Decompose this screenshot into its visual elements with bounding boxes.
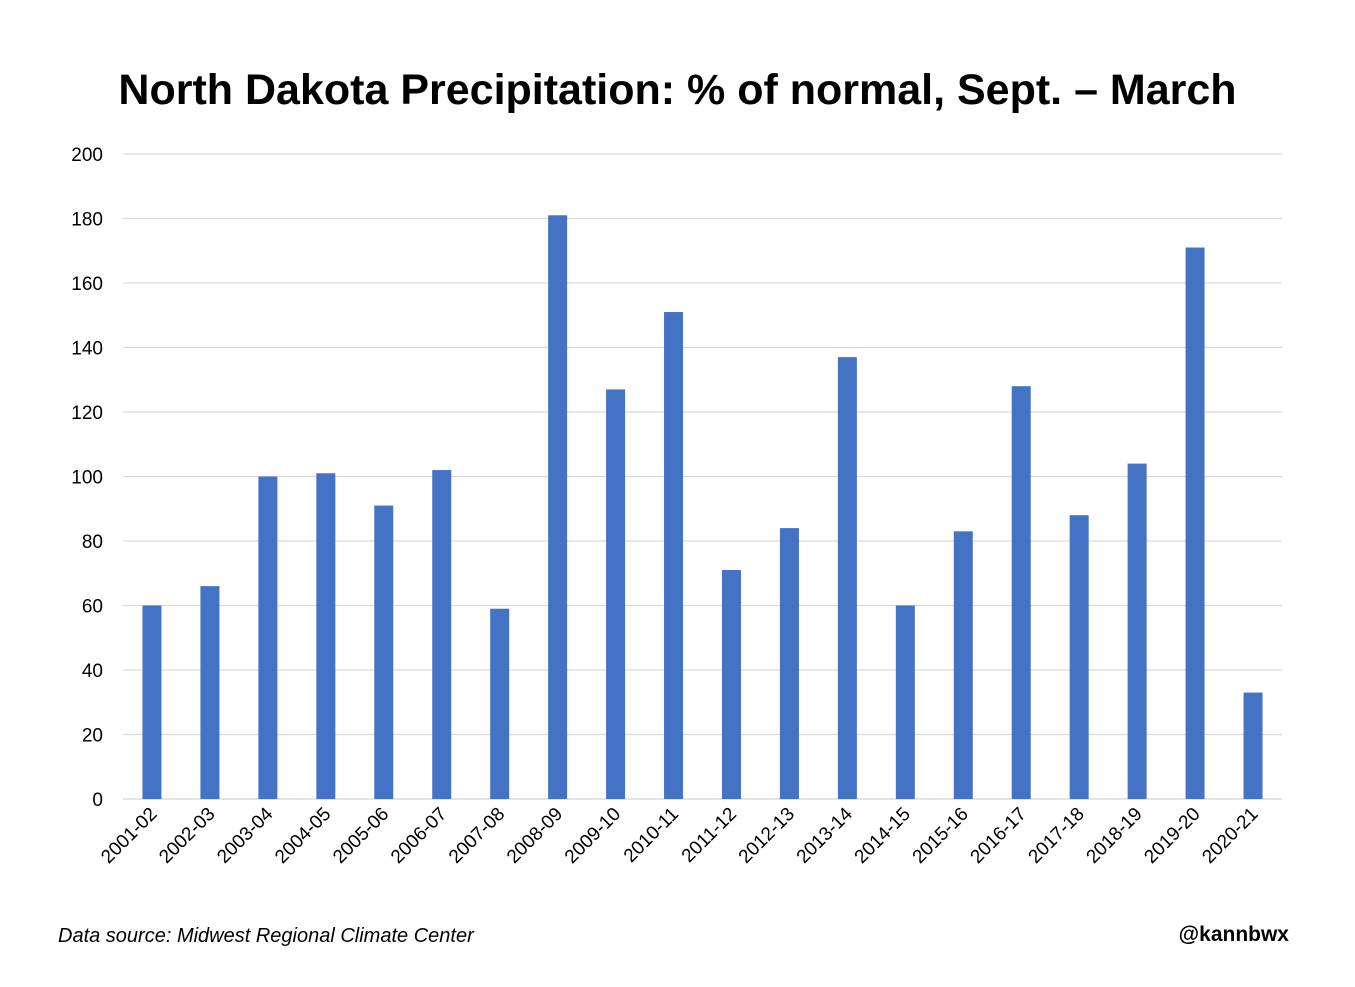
x-tick-label: 2011-12 — [678, 804, 741, 867]
bar-2007-08 — [490, 608, 510, 799]
x-tick-label: 2015-16 — [909, 804, 973, 868]
x-axis-ticks: 2001-022002-032003-042004-052005-062006-… — [97, 803, 1262, 867]
bar-2010-11 — [664, 312, 684, 799]
x-tick-label: 2019-20 — [1140, 804, 1204, 868]
bar-2006-07 — [432, 470, 452, 799]
x-tick-label: 2017-18 — [1025, 804, 1089, 868]
bar-2017-18 — [1069, 515, 1089, 799]
bar-2005-06 — [374, 505, 394, 799]
bar-2008-09 — [548, 215, 568, 799]
x-tick-label: 2013-14 — [793, 803, 857, 867]
y-tick-label: 120 — [71, 403, 103, 424]
bar-2014-15 — [895, 605, 915, 799]
bars — [142, 215, 1263, 799]
bar-2003-04 — [258, 476, 278, 799]
y-tick-label: 60 — [82, 597, 103, 618]
x-tick-label: 2014-15 — [851, 804, 915, 868]
bar-2015-16 — [953, 531, 973, 799]
bar-2018-19 — [1127, 463, 1147, 799]
x-tick-label: 2004-05 — [271, 804, 335, 868]
y-tick-label: 0 — [92, 790, 103, 811]
bar-2020-21 — [1243, 692, 1263, 799]
x-tick-label: 2006-07 — [387, 804, 451, 868]
y-axis-ticks: 0 20 40 60 80 100 120 140 160 180 200 — [71, 145, 103, 811]
bar-2009-10 — [606, 389, 626, 799]
y-tick-label: 40 — [82, 661, 103, 682]
y-tick-label: 160 — [71, 274, 103, 295]
bar-2019-20 — [1185, 247, 1205, 799]
y-tick-label: 140 — [71, 339, 103, 360]
x-tick-label: 2003-04 — [213, 803, 277, 867]
bar-2001-02 — [142, 605, 162, 799]
bar-2012-13 — [779, 528, 799, 799]
y-tick-label: 80 — [82, 532, 103, 553]
x-tick-label: 2016-17 — [967, 804, 1031, 868]
bar-2002-03 — [200, 586, 220, 799]
bar-2011-12 — [721, 570, 741, 799]
x-tick-label: 2008-09 — [503, 804, 567, 868]
x-tick-label: 2007-08 — [445, 804, 509, 868]
y-tick-label: 20 — [82, 726, 103, 747]
x-tick-label: 2002-03 — [155, 804, 219, 868]
x-tick-label: 2005-06 — [329, 804, 393, 868]
author-handle: @kannbwx — [1178, 923, 1289, 946]
x-tick-label: 2018-19 — [1083, 804, 1147, 868]
data-source-note: Data source: Midwest Regional Climate Ce… — [58, 925, 474, 947]
x-tick-label: 2009-10 — [561, 804, 625, 868]
gridlines — [123, 153, 1282, 800]
x-tick-label: 2012-13 — [735, 804, 799, 868]
y-tick-label: 100 — [71, 468, 103, 489]
y-tick-label: 180 — [71, 210, 103, 231]
bar-2016-17 — [1011, 386, 1031, 799]
x-tick-label: 2010-11 — [620, 804, 683, 867]
x-tick-label: 2020-21 — [1198, 804, 1262, 868]
y-tick-label: 200 — [71, 145, 103, 166]
bar-2013-14 — [837, 357, 857, 799]
bar-2004-05 — [316, 473, 336, 799]
chart-title: North Dakota Precipitation: % of normal,… — [118, 66, 1237, 114]
x-tick-label: 2001-02 — [97, 804, 161, 868]
